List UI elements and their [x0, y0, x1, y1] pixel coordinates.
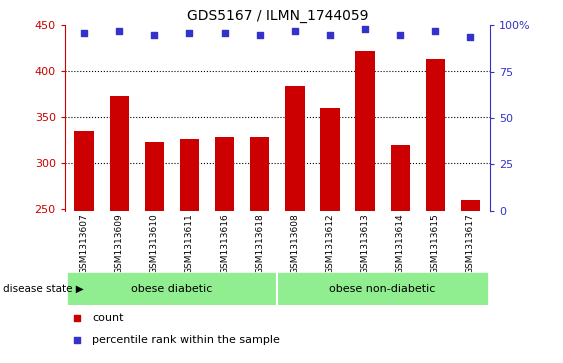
Point: [73, 315, 82, 321]
Point: [220, 30, 229, 36]
Bar: [277, 272, 488, 305]
Text: GSM1313611: GSM1313611: [185, 213, 194, 274]
Point: [185, 30, 194, 36]
Bar: [180, 139, 199, 211]
Bar: [250, 137, 269, 211]
Bar: [285, 86, 305, 211]
Point: [255, 32, 264, 38]
Text: GSM1313610: GSM1313610: [150, 213, 159, 274]
Text: percentile rank within the sample: percentile rank within the sample: [92, 335, 280, 345]
Point: [73, 338, 82, 343]
Text: obese non-diabetic: obese non-diabetic: [329, 284, 436, 294]
Text: GSM1313615: GSM1313615: [431, 213, 440, 274]
Point: [79, 30, 88, 36]
Bar: [66, 272, 277, 305]
Point: [325, 32, 334, 38]
Bar: [391, 144, 410, 211]
Bar: [355, 51, 375, 211]
Text: GSM1313612: GSM1313612: [325, 213, 334, 274]
Point: [396, 32, 405, 38]
Text: GSM1313613: GSM1313613: [360, 213, 369, 274]
Point: [291, 28, 300, 34]
Bar: [110, 96, 129, 211]
Bar: [145, 142, 164, 211]
Text: count: count: [92, 313, 124, 323]
Bar: [461, 200, 480, 211]
Text: GSM1313608: GSM1313608: [291, 213, 300, 274]
Point: [466, 34, 475, 40]
Title: GDS5167 / ILMN_1744059: GDS5167 / ILMN_1744059: [186, 9, 368, 23]
Text: GSM1313607: GSM1313607: [79, 213, 88, 274]
Point: [115, 28, 124, 34]
Bar: [215, 137, 234, 211]
Bar: [320, 108, 339, 211]
Point: [150, 32, 159, 38]
Text: GSM1313614: GSM1313614: [396, 213, 405, 274]
Text: GSM1313618: GSM1313618: [255, 213, 264, 274]
Text: disease state ▶: disease state ▶: [3, 284, 83, 294]
Text: GSM1313616: GSM1313616: [220, 213, 229, 274]
Text: GSM1313617: GSM1313617: [466, 213, 475, 274]
Point: [431, 28, 440, 34]
Bar: [74, 131, 93, 211]
Bar: [426, 59, 445, 211]
Point: [360, 26, 369, 32]
Text: obese diabetic: obese diabetic: [131, 284, 213, 294]
Text: GSM1313609: GSM1313609: [115, 213, 124, 274]
